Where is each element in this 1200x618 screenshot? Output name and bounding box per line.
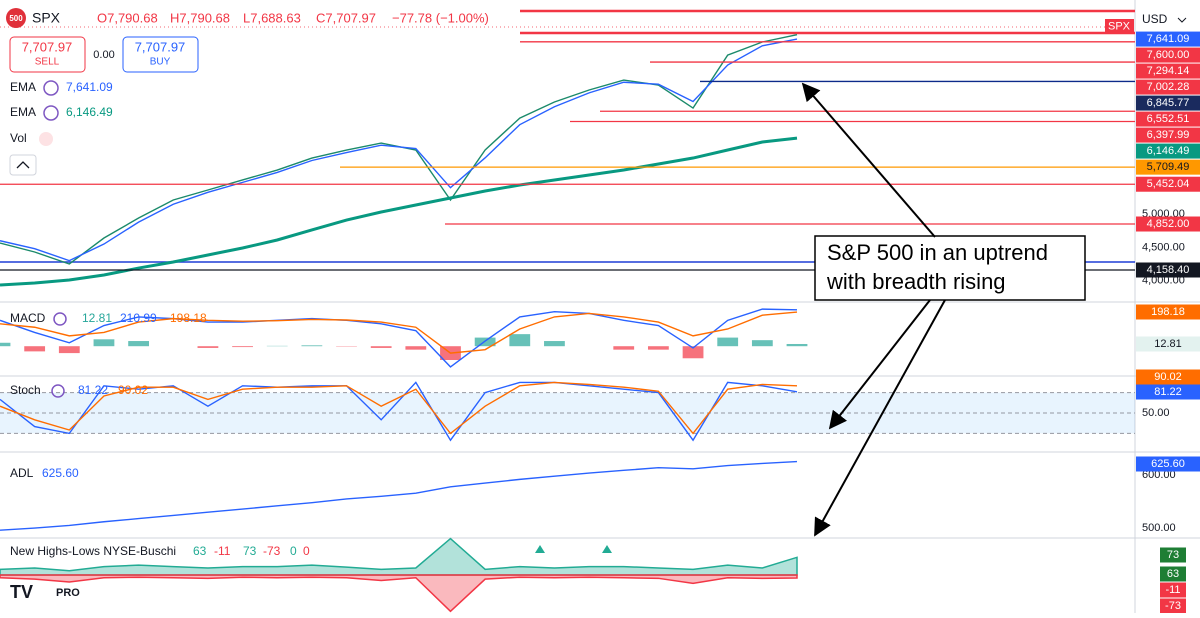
histogram-bar: [128, 341, 149, 346]
readout: 210.99: [120, 311, 157, 325]
brand-logo: TV: [10, 582, 33, 602]
panel-title: New Highs-Lows NYSE-Buschi: [10, 544, 176, 558]
readout: 81.22: [78, 383, 108, 397]
histogram-bar: [59, 346, 80, 353]
price-tag-text: 6,845.77: [1147, 97, 1190, 109]
indicator-tag-text: 625.60: [1151, 458, 1185, 470]
y-tick-label: 50.00: [1142, 407, 1170, 419]
legend-value: 7,641.09: [66, 80, 113, 94]
collapse-button[interactable]: [10, 155, 36, 175]
indicator-tag-text: 63: [1167, 568, 1179, 580]
histogram-bar: [648, 346, 669, 349]
warning-icon: [39, 132, 53, 146]
histogram-bar: [509, 334, 530, 346]
price-tag-text: 7,641.09: [1147, 33, 1190, 45]
legend-value: 6,146.49: [66, 105, 113, 119]
price-tag-text: 6,146.49: [1147, 145, 1190, 157]
currency[interactable]: USD: [1142, 12, 1168, 26]
y-tick-label: 4,500.00: [1142, 241, 1185, 253]
histogram-bar: [717, 338, 738, 347]
price-tag-text: 6,552.51: [1147, 113, 1190, 125]
indicator-tag-text: 90.02: [1154, 371, 1182, 383]
spread: 0.00: [93, 49, 114, 61]
legend-label: EMA: [10, 80, 36, 94]
readout: 12.81: [82, 311, 112, 325]
histogram-bar: [405, 346, 426, 349]
price-tag-text: 7,294.14: [1147, 65, 1190, 77]
histogram-bar: [613, 346, 634, 349]
open: O7,790.68: [97, 10, 158, 25]
panel-title: Stoch: [10, 383, 41, 397]
annotation-text: with breadth rising: [826, 269, 1006, 294]
readout: 73: [243, 544, 257, 558]
close: C7,707.97: [316, 10, 376, 25]
histogram-bar: [232, 346, 253, 347]
panel-title: MACD: [10, 311, 46, 325]
readout: 63: [193, 544, 207, 558]
y-tick-label: 500.00: [1142, 522, 1176, 534]
logo-text: 500: [9, 14, 23, 23]
histogram-bar: [752, 340, 773, 346]
readout: -73: [263, 544, 281, 558]
readout: 90.02: [118, 383, 148, 397]
histogram-bar: [301, 345, 322, 346]
indicator-tag-text: 73: [1167, 549, 1179, 561]
histogram-bar: [94, 339, 115, 346]
readout: 0: [290, 544, 297, 558]
histogram-bar: [0, 343, 10, 346]
low: L7,688.63: [243, 10, 301, 25]
volume-label: Vol: [10, 131, 27, 145]
readout: 625.60: [42, 466, 79, 480]
sell-price[interactable]: 7,707.97: [22, 39, 73, 54]
panel-title: ADL: [10, 466, 34, 480]
histogram-bar: [198, 346, 219, 348]
indicator-tag-text: 198.18: [1151, 306, 1185, 318]
indicator-tag-text: 12.81: [1154, 338, 1182, 350]
histogram-bar: [787, 344, 808, 346]
readout: 0: [303, 544, 310, 558]
histogram-bar: [544, 341, 565, 346]
symbol-tag-text: SPX: [1108, 20, 1131, 32]
legend-label: EMA: [10, 105, 36, 119]
price-tag-text: 4,852.00: [1147, 218, 1190, 230]
buy-price[interactable]: 7,707.97: [135, 39, 186, 54]
price-tag-text: 7,600.00: [1147, 49, 1190, 61]
brand-label: PRO: [56, 587, 80, 599]
readout: 198.18: [170, 311, 207, 325]
high: H7,790.68: [170, 10, 230, 25]
sell-label[interactable]: SELL: [35, 57, 60, 68]
change: −77.78 (−1.00%): [392, 10, 489, 25]
price-tag-text: 5,452.04: [1147, 178, 1190, 190]
price-tag-text: 5,709.49: [1147, 161, 1190, 173]
annotation-text: S&P 500 in an uptrend: [827, 240, 1048, 265]
indicator-tag-text: -73: [1165, 600, 1181, 612]
buy-label[interactable]: BUY: [150, 57, 171, 68]
histogram-bar: [24, 346, 45, 351]
indicator-tag-text: 81.22: [1154, 386, 1182, 398]
symbol: SPX: [32, 10, 61, 26]
readout: -11: [214, 544, 231, 558]
price-tag-text: 7,002.28: [1147, 81, 1190, 93]
price-tag-text: 6,397.99: [1147, 129, 1190, 141]
price-tag-text: 4,158.40: [1147, 264, 1190, 276]
indicator-tag-text: -11: [1165, 584, 1180, 596]
histogram-bar: [371, 346, 392, 348]
